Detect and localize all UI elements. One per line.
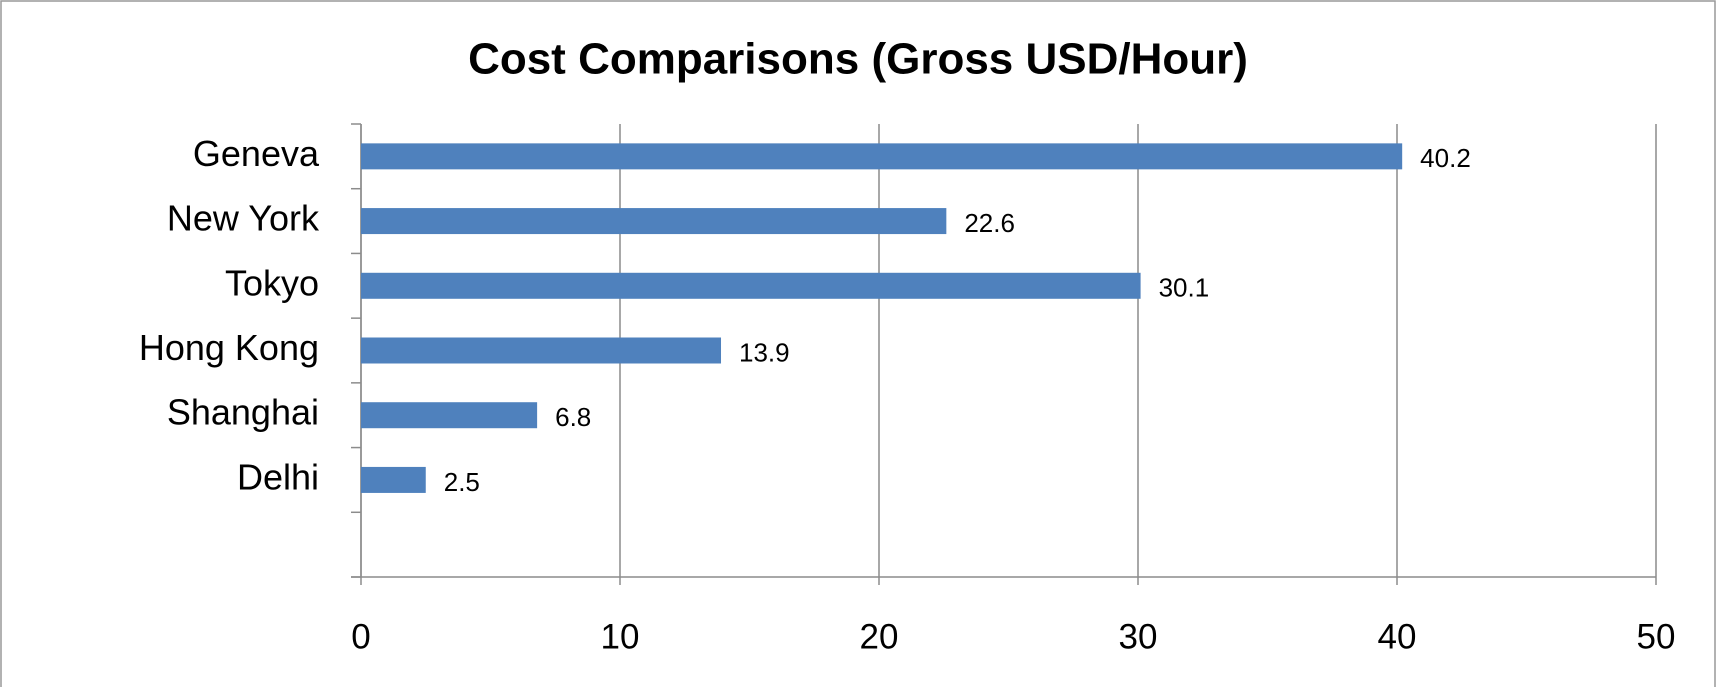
bar (361, 143, 1403, 170)
x-tick-label: 30 (1119, 617, 1158, 656)
data-label: 13.9 (739, 337, 790, 367)
x-tick-label: 10 (601, 617, 640, 656)
bar (361, 337, 722, 364)
x-tick-label: 40 (1378, 617, 1417, 656)
bar (361, 402, 538, 429)
y-tick-label: Shanghai (167, 392, 319, 433)
y-tick-label: Delhi (237, 456, 319, 497)
x-tick-label: 50 (1637, 617, 1676, 656)
data-label: 6.8 (555, 402, 591, 432)
bar (361, 272, 1141, 299)
bar (361, 466, 426, 493)
data-label: 2.5 (444, 467, 480, 497)
y-tick-label: Geneva (193, 133, 320, 174)
data-label: 30.1 (1159, 273, 1210, 303)
data-label: 40.2 (1420, 143, 1471, 173)
y-tick-label: Tokyo (225, 262, 319, 303)
x-tick-label: 20 (860, 617, 899, 656)
x-tick-label: 0 (351, 617, 370, 656)
data-label: 22.6 (964, 208, 1015, 238)
y-tick-label: New York (167, 198, 320, 239)
bar (361, 208, 947, 235)
y-tick-label: Hong Kong (139, 327, 319, 368)
chart-title: Cost Comparisons (Gross USD/Hour) (468, 35, 1248, 84)
